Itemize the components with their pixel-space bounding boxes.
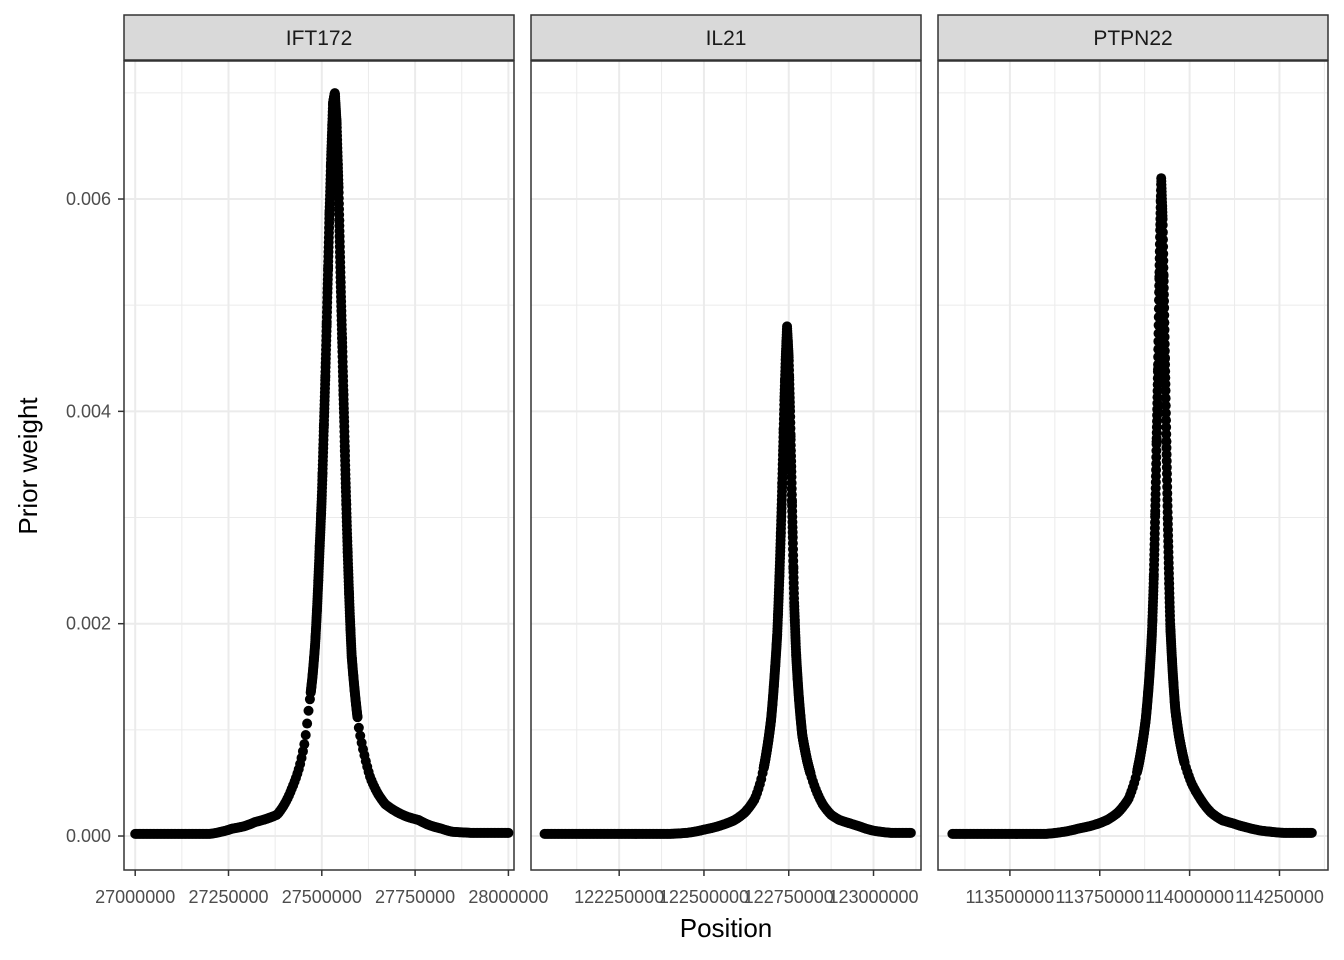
panel-border — [530, 60, 922, 871]
data-point — [303, 705, 314, 716]
data-point — [1179, 756, 1190, 767]
y-axis: 0.000 0.002 0.004 0.006 — [66, 189, 124, 846]
y-axis-title: Prior weight — [13, 397, 43, 535]
x-tick-label: 113750000 — [1055, 887, 1144, 907]
data-point — [1158, 241, 1169, 252]
panel-background — [938, 61, 1328, 870]
data-point — [299, 739, 310, 750]
data-point — [905, 827, 916, 838]
x-tick-label: 27750000 — [375, 887, 455, 907]
data-point — [1161, 415, 1172, 426]
y-tick-label: 0.000 — [66, 826, 111, 846]
data-point — [1158, 255, 1169, 266]
panel-border — [937, 60, 1329, 871]
x-tick-label: 114000000 — [1145, 887, 1234, 907]
data-point — [1159, 310, 1170, 321]
data-point — [353, 722, 364, 733]
data-point — [1158, 248, 1169, 259]
data-point — [503, 827, 514, 838]
data-points — [130, 88, 514, 839]
facet-strip — [937, 14, 1329, 61]
data-point — [1159, 331, 1170, 342]
data-point — [1157, 219, 1168, 230]
data-point — [1152, 366, 1163, 377]
x-tick-label: 27000000 — [95, 887, 175, 907]
data-point — [1160, 393, 1171, 404]
x-tick-label: 122750000 — [744, 887, 834, 907]
facet-panel-ift172: IFT172 27000000 27250000 27500000 27750000 28… — [95, 14, 548, 907]
x-axis-title: Position — [680, 913, 773, 943]
facet-strip — [123, 14, 515, 61]
data-point — [1159, 317, 1170, 328]
data-point — [805, 768, 816, 779]
data-point — [300, 730, 311, 741]
x-tick-label: 27500000 — [282, 887, 362, 907]
x-tick-label: 122250000 — [574, 887, 664, 907]
y-tick-label: 0.004 — [66, 401, 111, 421]
data-point — [1157, 227, 1168, 238]
data-point — [1306, 827, 1317, 838]
x-tick-label: 122500000 — [659, 887, 749, 907]
x-tick-label: 113500000 — [966, 887, 1055, 907]
panel-background — [531, 61, 921, 870]
data-point — [1159, 338, 1170, 349]
data-point — [352, 712, 363, 723]
facet-strip-label: IL21 — [706, 27, 747, 50]
facet-panel-ptpn22: PTPN22 113500000 113750000 114000000 1142500… — [937, 14, 1329, 907]
panel-border — [123, 60, 515, 871]
facet-strip-label: IFT172 — [286, 27, 353, 50]
y-tick-label: 0.006 — [66, 189, 111, 209]
data-point — [1159, 302, 1170, 313]
data-points — [539, 321, 916, 839]
x-tick-label: 27250000 — [188, 887, 268, 907]
x-tick-label: 28000000 — [468, 887, 548, 907]
y-tick-label: 0.002 — [66, 614, 111, 634]
facet-strip — [530, 14, 922, 61]
data-point — [1160, 400, 1171, 411]
data-point — [1160, 385, 1171, 396]
data-point — [1161, 422, 1172, 433]
facet-panels: IFT172 27000000 27250000 27500000 27750000 28… — [95, 14, 1329, 907]
data-point — [1157, 234, 1168, 245]
x-tick-label: 123000000 — [828, 887, 918, 907]
data-points — [947, 173, 1317, 839]
facet-strip-label: PTPN22 — [1093, 27, 1172, 50]
x-tick-label: 114250000 — [1235, 887, 1324, 907]
data-point — [302, 718, 313, 729]
data-point — [1160, 407, 1171, 418]
data-point — [1153, 359, 1164, 370]
data-point — [1159, 324, 1170, 335]
